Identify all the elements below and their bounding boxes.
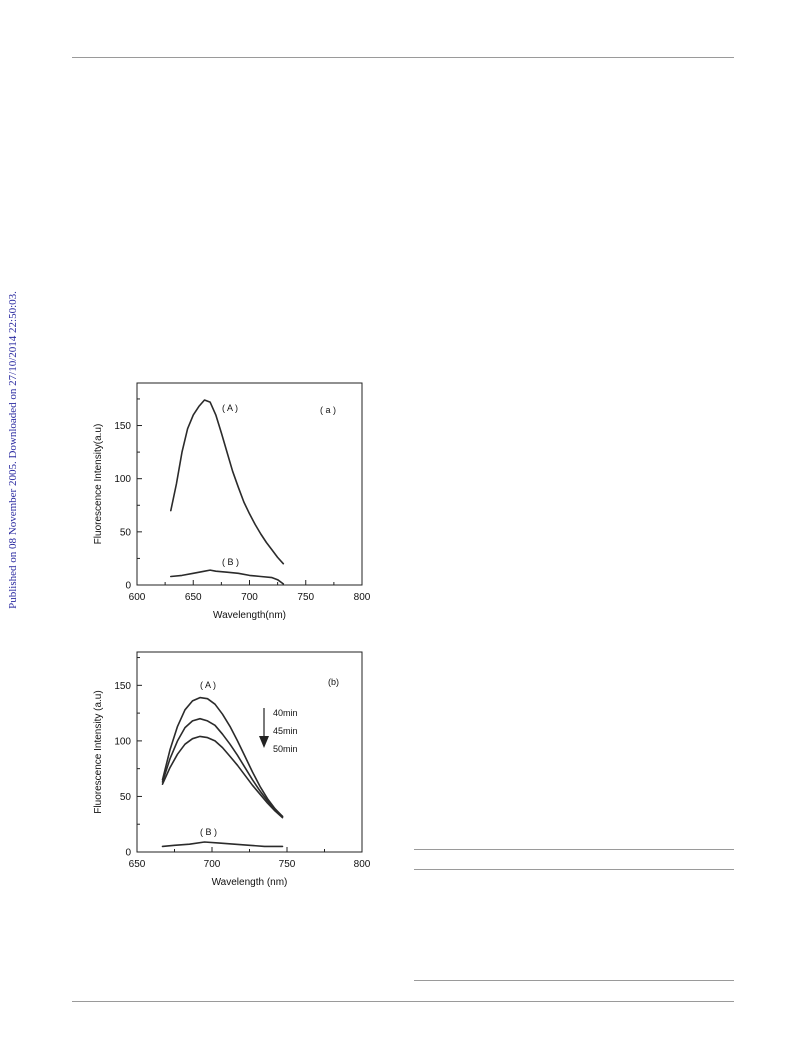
chart-a-y-tick-label: 50 (120, 527, 132, 538)
chart-a-y-tick-label: 100 (114, 474, 131, 485)
chart-b-y-axis-title: Fluorescence Intensity (a.u) (93, 690, 104, 813)
table-rule-2 (414, 869, 734, 870)
chart-b-y-tick-label: 100 (114, 736, 131, 747)
chart-b-panel-label: (b) (328, 677, 339, 687)
bottom-rule (72, 1001, 734, 1002)
chart-a-y-axis-title: Fluorescence Intensity(a.u) (93, 424, 104, 545)
chart-a-x-tick-label: 700 (241, 592, 258, 603)
chart-a-x-tick-label: 800 (354, 592, 371, 603)
chart-b-x-axis-title: Wavelength (nm) (212, 877, 288, 888)
chart-a-y-tick-label: 0 (125, 581, 131, 592)
chart-a-x-tick-label: 750 (297, 592, 314, 603)
chart-b-x-tick-label: 650 (129, 859, 146, 870)
chart-a-label-B: ( B ) (222, 557, 239, 567)
chart-a-x-tick-label: 650 (185, 592, 202, 603)
chart-b-series-line-3 (161, 841, 284, 848)
chart-b-y-tick-label: 0 (125, 848, 131, 859)
chart-b-y-tick-label: 150 (114, 681, 131, 692)
chart-b-x-tick-label: 750 (279, 859, 296, 870)
chart-a-x-axis-title: Wavelength(nm) (213, 610, 286, 621)
chart-a-label-A: ( A ) (222, 403, 238, 413)
chart-b-time-label: 40min (273, 708, 298, 718)
chart-b-series-line-1 (161, 717, 284, 818)
chart-b-x-tick-label: 700 (204, 859, 221, 870)
chart-b-series-line-0 (161, 696, 284, 818)
chart-a-y-tick-label: 150 (114, 421, 131, 432)
chart-a-panel-label: ( a ) (320, 405, 336, 415)
chart-b-y-tick-label: 50 (120, 792, 132, 803)
top-rule (72, 57, 734, 58)
table-rule-3 (414, 980, 734, 981)
chart-a-x-tick-label: 600 (129, 592, 146, 603)
chart-b-label-A: ( A ) (200, 680, 216, 690)
table-rule-1 (414, 849, 734, 850)
chart-b-time-label: 45min (273, 726, 298, 736)
chart-b-series-line-2 (161, 735, 284, 819)
chart-b-arrow-head (259, 736, 269, 748)
chart-a-series-line-1 (170, 569, 285, 585)
chart-b-time-label: 50min (273, 744, 298, 754)
chart-b-x-tick-label: 800 (354, 859, 371, 870)
chart-a-series-line-0 (170, 399, 285, 565)
chart-b-label-B: ( B ) (200, 827, 217, 837)
